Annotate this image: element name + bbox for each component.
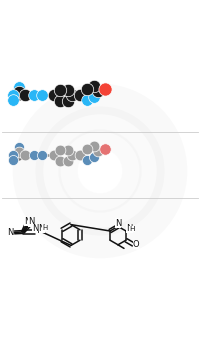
Point bbox=[85, 158, 88, 163]
Text: O: O bbox=[133, 240, 139, 249]
Point bbox=[92, 144, 96, 149]
Point bbox=[66, 98, 70, 104]
Point bbox=[59, 98, 62, 104]
Point bbox=[103, 146, 107, 152]
Point bbox=[24, 93, 27, 98]
Point bbox=[59, 158, 62, 164]
Point bbox=[32, 93, 35, 98]
Point bbox=[66, 87, 70, 93]
Point bbox=[11, 153, 14, 158]
Point bbox=[24, 153, 27, 158]
Point bbox=[11, 97, 14, 103]
Text: N: N bbox=[7, 228, 13, 237]
Point bbox=[17, 144, 21, 149]
Point bbox=[70, 153, 74, 158]
Point bbox=[78, 153, 82, 158]
Point bbox=[59, 147, 62, 153]
Point bbox=[70, 93, 74, 98]
Point bbox=[40, 93, 44, 98]
Point bbox=[17, 149, 21, 155]
Text: N: N bbox=[32, 224, 38, 233]
Text: N: N bbox=[39, 224, 45, 233]
Point bbox=[66, 147, 70, 153]
Point bbox=[40, 153, 44, 158]
Text: N: N bbox=[126, 224, 133, 233]
Text: N: N bbox=[115, 218, 121, 228]
Point bbox=[11, 158, 14, 163]
Point bbox=[52, 153, 55, 158]
Point bbox=[32, 153, 35, 158]
Point bbox=[17, 89, 21, 95]
Point bbox=[85, 146, 88, 152]
Text: N: N bbox=[28, 217, 35, 226]
Point bbox=[92, 94, 96, 100]
Point bbox=[85, 97, 88, 103]
Point bbox=[96, 149, 100, 154]
Point bbox=[66, 158, 70, 164]
Text: H: H bbox=[129, 226, 135, 232]
Point bbox=[92, 155, 96, 160]
Point bbox=[78, 93, 82, 98]
Text: N: N bbox=[24, 217, 31, 226]
Point bbox=[85, 86, 88, 92]
Point bbox=[103, 86, 107, 91]
Point bbox=[59, 87, 62, 93]
Point bbox=[96, 89, 100, 94]
Point bbox=[11, 93, 14, 98]
Point bbox=[52, 93, 55, 98]
Point bbox=[92, 83, 96, 89]
Point bbox=[17, 84, 21, 89]
Text: H: H bbox=[42, 225, 48, 231]
